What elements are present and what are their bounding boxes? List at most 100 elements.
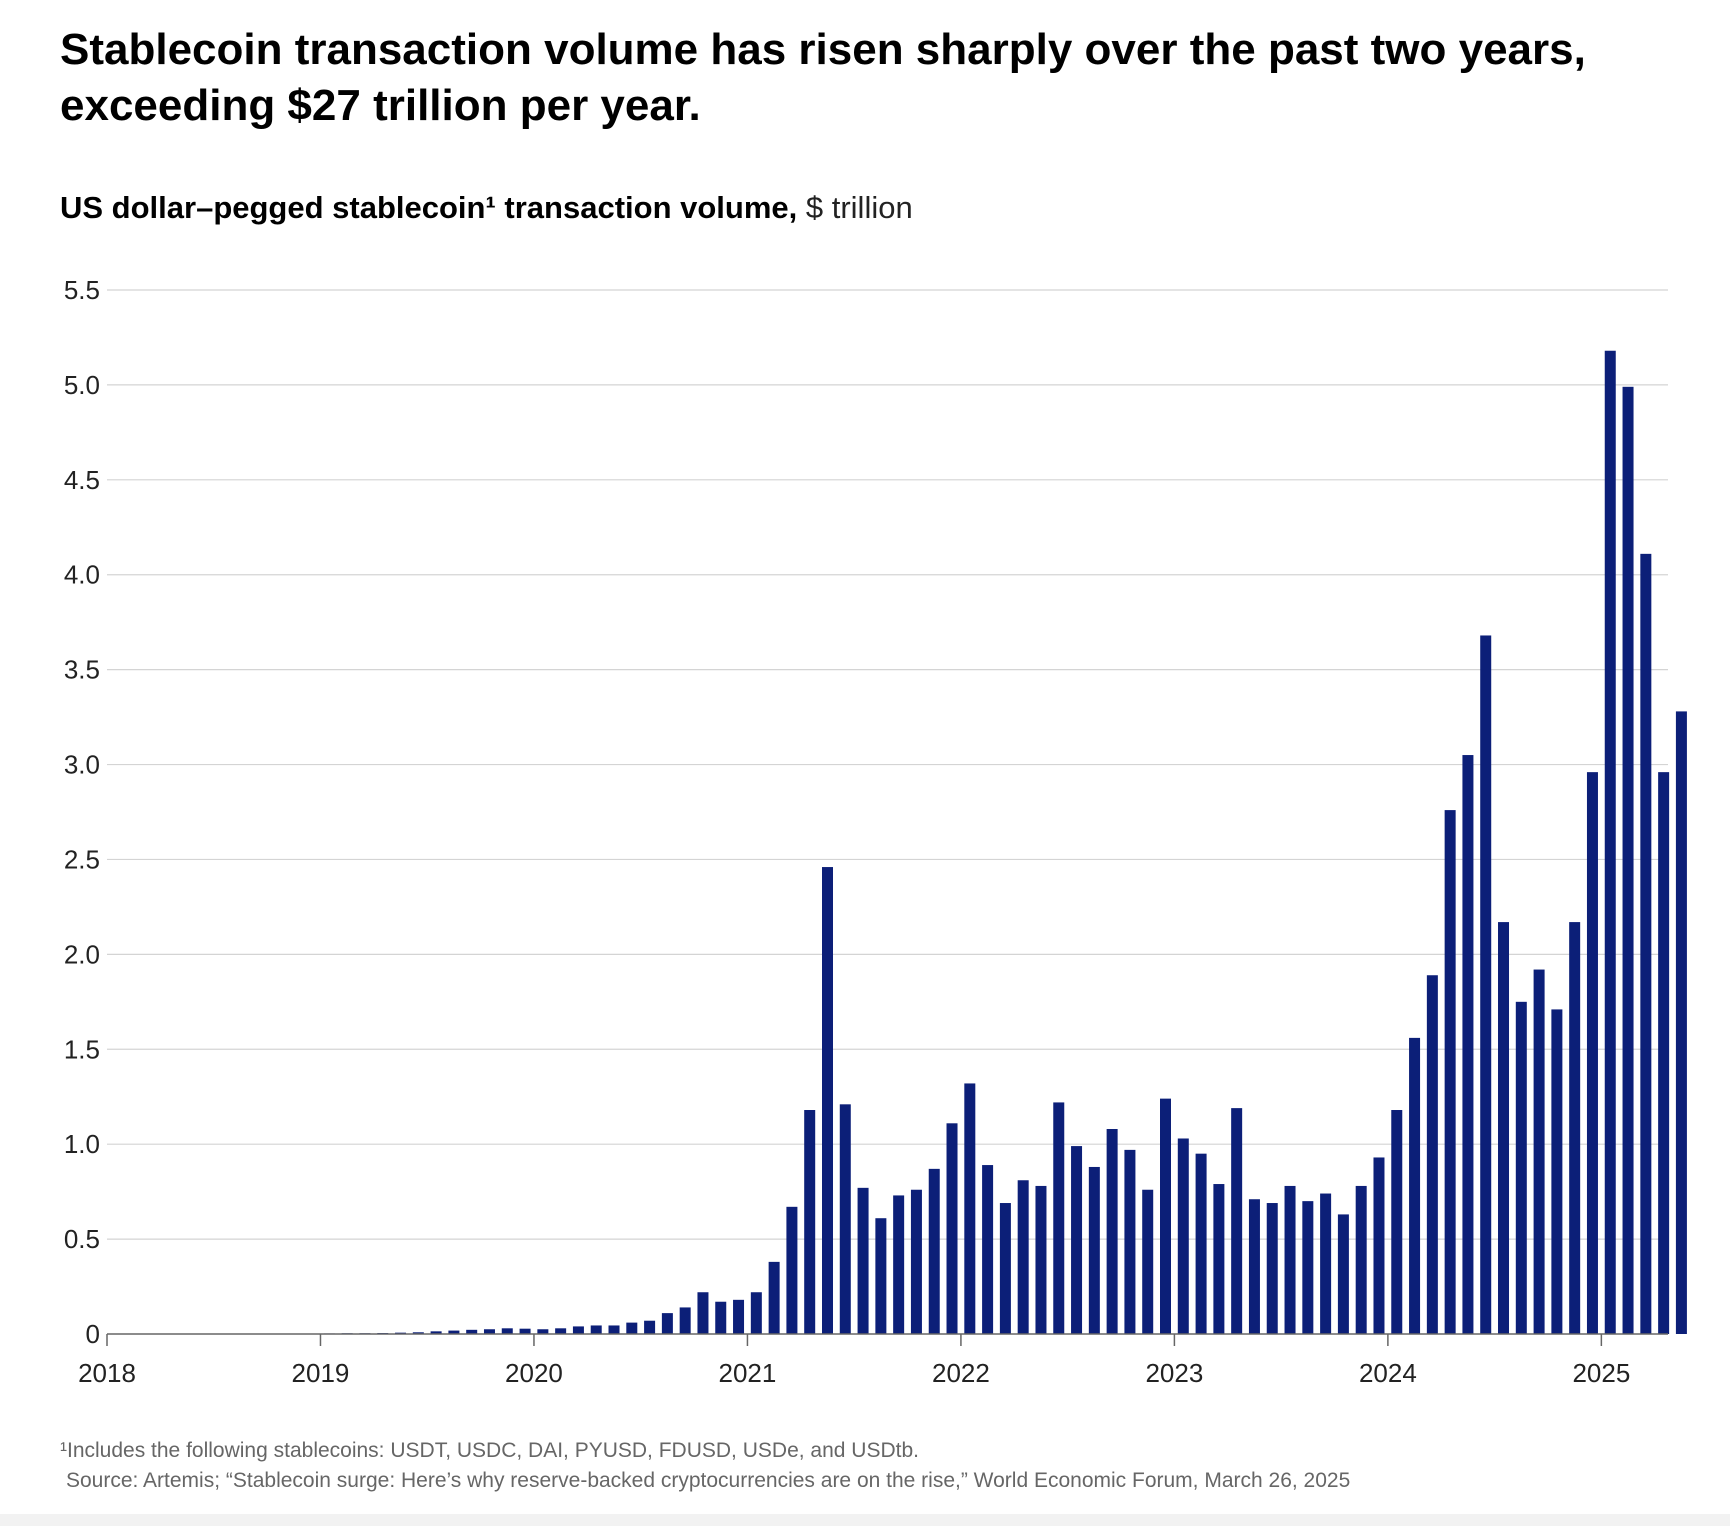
headline: Stablecoin transaction volume has risen … bbox=[60, 25, 1586, 130]
bar bbox=[1444, 810, 1456, 1334]
bar bbox=[519, 1328, 531, 1334]
bar bbox=[626, 1322, 638, 1334]
bar bbox=[768, 1261, 780, 1334]
y-axis: 0 0.5 1.0 1.5 2.0 2.5 3.0 3.5 4.0 4.5 5.0 5.5 bbox=[64, 275, 100, 1349]
y-tick-label: 0.5 bbox=[64, 1224, 100, 1254]
y-tick-label: 5.0 bbox=[64, 370, 100, 400]
bar bbox=[448, 1330, 460, 1334]
bar bbox=[750, 1292, 762, 1334]
gridlines bbox=[107, 289, 1668, 1240]
bar bbox=[679, 1307, 691, 1334]
bar bbox=[1373, 1157, 1385, 1334]
bar-chart: 00.51.01.52.02.53.03.54.04.55.05.5 2018 2… bbox=[64, 275, 1687, 1388]
x-tick-label: 2021 bbox=[719, 1358, 777, 1388]
bar bbox=[1391, 1110, 1403, 1334]
x-tick-label: 2023 bbox=[1145, 1358, 1203, 1388]
bar bbox=[1462, 755, 1474, 1334]
y-tick-label: 5.5 bbox=[64, 275, 100, 305]
bar bbox=[1213, 1184, 1225, 1334]
x-tick-label: 2018 bbox=[78, 1358, 136, 1388]
x-tick-label: 2019 bbox=[292, 1358, 350, 1388]
x-tick-label: 2022 bbox=[932, 1358, 990, 1388]
y-tick-label: 2.0 bbox=[64, 939, 100, 969]
bar bbox=[1035, 1185, 1047, 1334]
bar bbox=[590, 1325, 602, 1334]
bar bbox=[1160, 1098, 1171, 1334]
bar bbox=[1177, 1138, 1189, 1334]
bar bbox=[1675, 711, 1687, 1334]
footnote: ¹Includes the following stablecoins: USD… bbox=[60, 1439, 919, 1462]
bar bbox=[839, 1104, 851, 1334]
bar bbox=[1551, 1009, 1563, 1334]
bar bbox=[1586, 772, 1598, 1334]
bar bbox=[537, 1329, 549, 1334]
bar bbox=[1337, 1214, 1349, 1334]
bar bbox=[1426, 975, 1438, 1334]
bar bbox=[964, 1083, 976, 1334]
y-tick-label: 0 bbox=[86, 1319, 100, 1349]
y-tick-label: 4.0 bbox=[64, 560, 100, 590]
bar bbox=[1284, 1185, 1296, 1334]
x-axis: 2018 2019 2020 2021 2022 2023 2024 2025 bbox=[78, 1333, 1668, 1388]
x-tick-label: 2024 bbox=[1359, 1358, 1417, 1388]
bar bbox=[786, 1206, 798, 1334]
bar bbox=[466, 1329, 478, 1334]
bar bbox=[875, 1218, 887, 1334]
bar bbox=[893, 1195, 905, 1334]
bar bbox=[661, 1313, 673, 1334]
bar bbox=[999, 1203, 1011, 1334]
bar bbox=[555, 1328, 567, 1334]
x-tick-label: 2025 bbox=[1572, 1358, 1630, 1388]
bar bbox=[1498, 922, 1510, 1334]
source-note: Source: Artemis; “Stablecoin surge: Here… bbox=[66, 1469, 1351, 1492]
bar bbox=[1266, 1203, 1278, 1334]
bar bbox=[1622, 386, 1634, 1334]
bar bbox=[501, 1328, 513, 1334]
bar bbox=[928, 1168, 940, 1334]
bar bbox=[1017, 1180, 1029, 1334]
bar bbox=[1355, 1185, 1367, 1334]
bar bbox=[1053, 1102, 1065, 1334]
y-tick-label: 1.0 bbox=[64, 1129, 100, 1159]
bar bbox=[1533, 969, 1545, 1334]
chart-subtitle-unit: $ trillion bbox=[797, 190, 913, 225]
bar bbox=[1124, 1149, 1136, 1334]
bar bbox=[608, 1325, 620, 1334]
bar bbox=[697, 1292, 709, 1334]
y-tick-label: 1.5 bbox=[64, 1034, 100, 1064]
bar bbox=[412, 1332, 424, 1334]
bar bbox=[733, 1299, 745, 1334]
bar bbox=[1302, 1201, 1314, 1334]
bar bbox=[1320, 1193, 1332, 1334]
bar bbox=[1515, 1001, 1527, 1334]
bar bbox=[1604, 350, 1616, 1334]
bars bbox=[323, 350, 1687, 1335]
x-tick-label: 2020 bbox=[505, 1358, 563, 1388]
y-tick-label: 4.5 bbox=[64, 465, 100, 495]
y-tick-label: 2.5 bbox=[64, 844, 100, 874]
bottom-shade bbox=[0, 1514, 1730, 1526]
y-tick-label: 3.5 bbox=[64, 655, 100, 685]
bar bbox=[644, 1320, 656, 1334]
bar bbox=[1569, 922, 1581, 1334]
chart-subtitle-bold: US dollar–pegged stablecoin¹ transaction… bbox=[60, 190, 798, 225]
bar bbox=[1142, 1189, 1154, 1334]
bar bbox=[857, 1187, 869, 1334]
bar bbox=[822, 867, 833, 1334]
chart-subtitle: US dollar–pegged stablecoin¹ transaction… bbox=[60, 188, 913, 228]
bar bbox=[1106, 1129, 1118, 1334]
bar bbox=[1658, 772, 1670, 1334]
bar bbox=[804, 1110, 816, 1334]
bar bbox=[1480, 635, 1492, 1334]
bar bbox=[1248, 1199, 1260, 1334]
bar bbox=[483, 1329, 495, 1334]
bar bbox=[910, 1189, 922, 1334]
bar bbox=[715, 1301, 727, 1334]
bar bbox=[1071, 1146, 1083, 1334]
bar bbox=[1088, 1166, 1100, 1334]
bar bbox=[946, 1123, 958, 1334]
bar bbox=[430, 1331, 442, 1334]
bar bbox=[1231, 1108, 1243, 1334]
footnotes: ¹Includes the following stablecoins: USD… bbox=[60, 1436, 1350, 1496]
bar bbox=[572, 1326, 584, 1334]
